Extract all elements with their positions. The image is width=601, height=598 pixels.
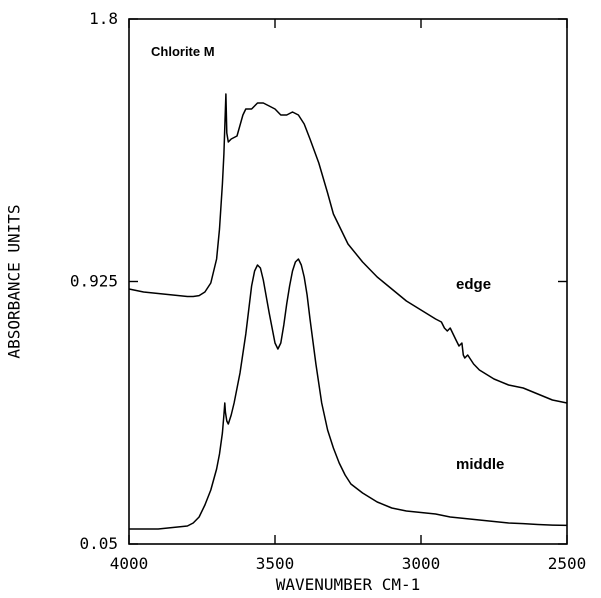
x-tick-label: 4000 <box>110 554 149 573</box>
y-tick-label: 0.925 <box>70 272 118 291</box>
chart-annotation: Chlorite M <box>151 44 215 59</box>
series-line-edge <box>128 93 568 404</box>
series-line-middle <box>129 258 568 530</box>
x-tick-label: 2500 <box>548 554 587 573</box>
y-tick-label: 1.8 <box>89 9 118 28</box>
series-label-edge: edge <box>456 276 491 293</box>
tick-labels: 4000 3500 3000 2500 0.05 0.925 1.8 <box>70 9 586 573</box>
series-labels: edge middle <box>456 276 504 473</box>
series-layer <box>128 93 568 530</box>
series-label-middle: middle <box>456 456 504 473</box>
axis-ticks <box>128 18 568 545</box>
x-tick-label: 3000 <box>402 554 441 573</box>
y-tick-label: 0.05 <box>79 534 118 553</box>
y-axis-label: ABSORBANCE UNITS <box>5 204 24 358</box>
x-tick-label: 3500 <box>256 554 295 573</box>
x-axis-label: WAVENUMBER CM-1 <box>276 575 421 594</box>
